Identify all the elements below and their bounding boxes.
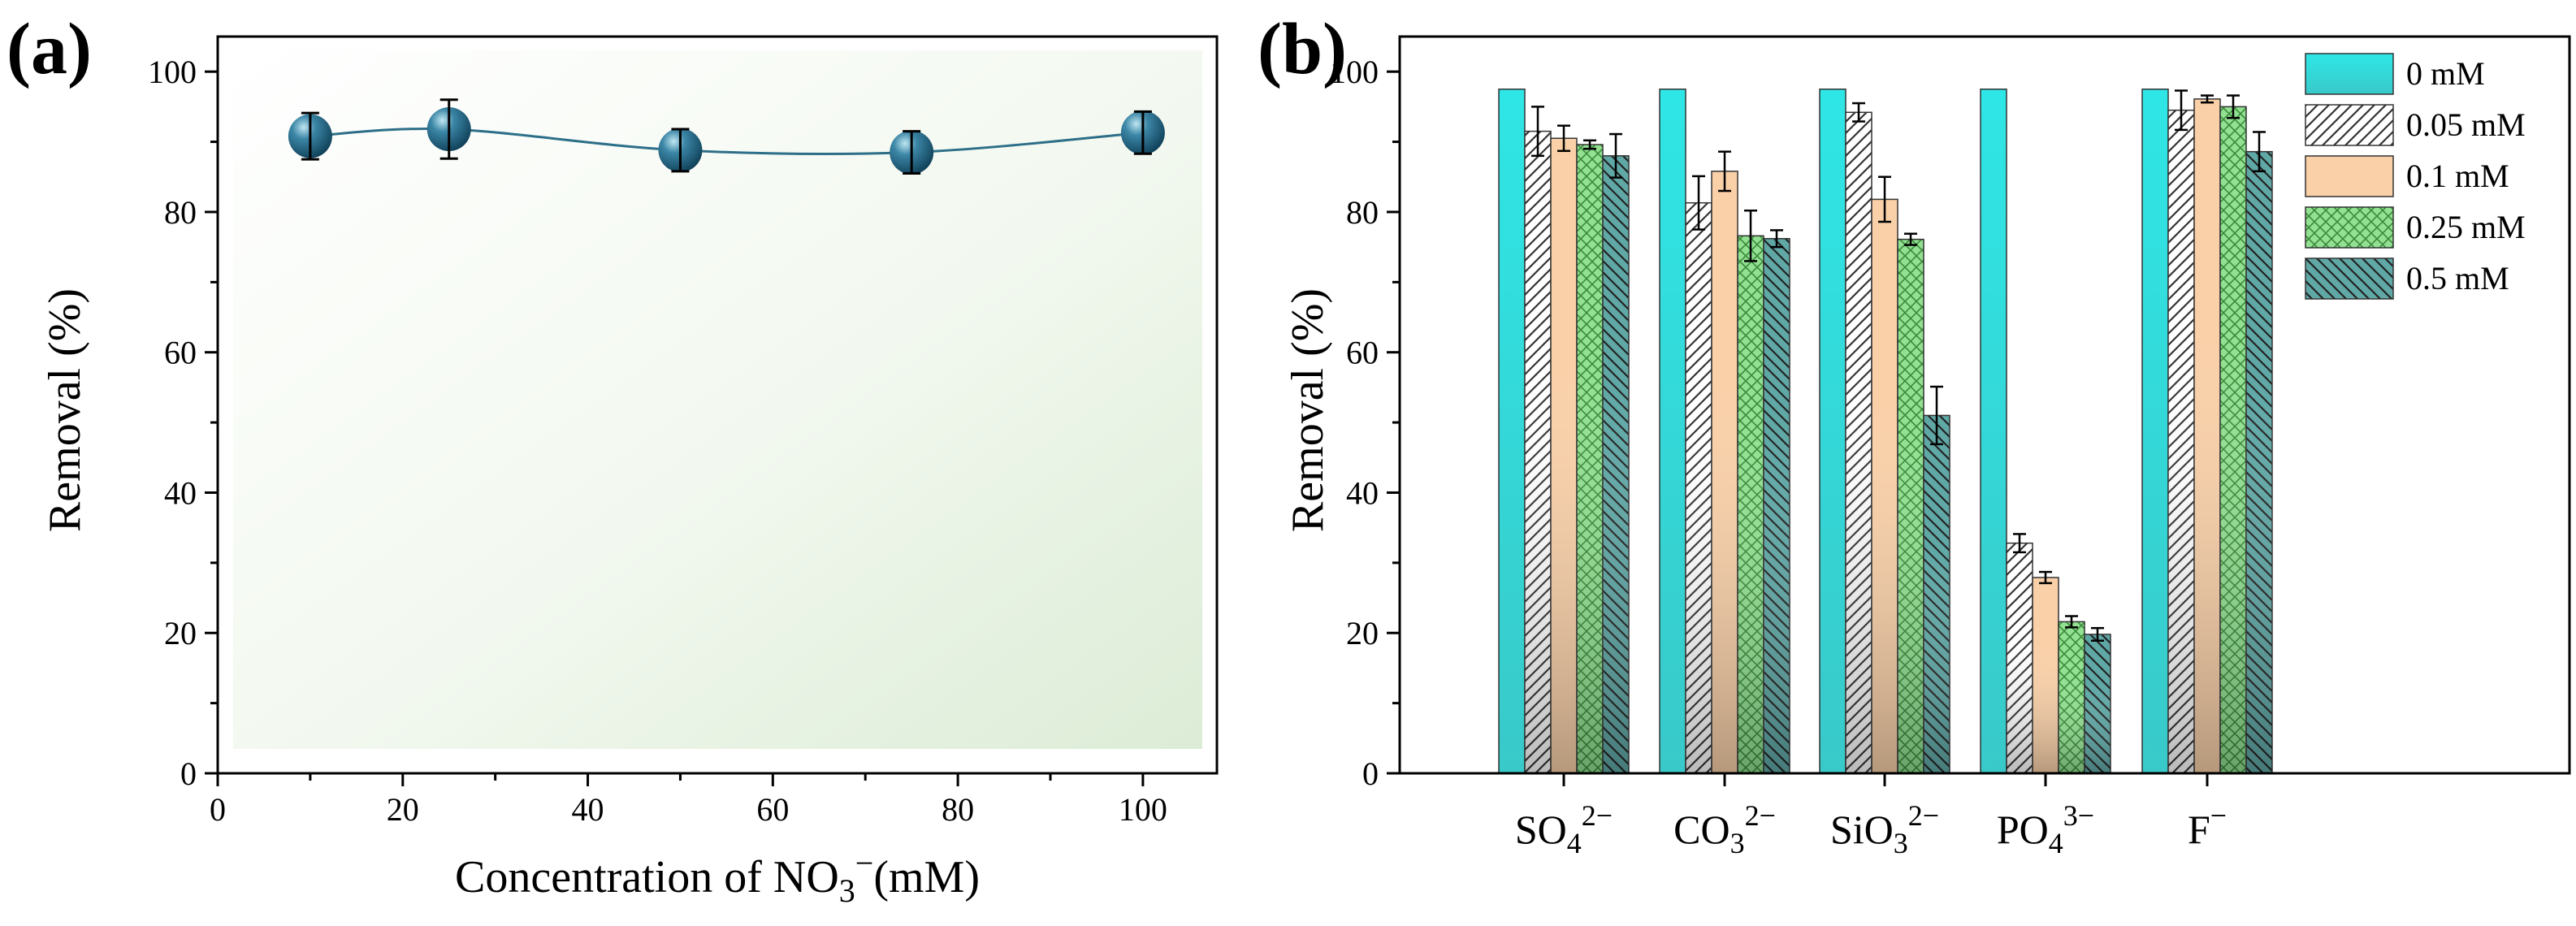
- panel-a-xlabel-sup: −: [855, 845, 874, 881]
- panel-a-marks: [288, 98, 1165, 175]
- category-sub: 4: [2049, 827, 2063, 859]
- bar-shade: [2059, 674, 2085, 773]
- bar-shade: [1686, 402, 1712, 773]
- category-label: PO43−: [1997, 799, 2094, 859]
- legend-label: 0.05 mM: [2406, 106, 2526, 143]
- category-base: F: [2188, 807, 2210, 852]
- panel-b-ticks: 0 20 40 60 80 100: [1330, 54, 2209, 792]
- category-sub: 3: [1730, 827, 1745, 859]
- x-tick-label: 80: [942, 791, 974, 828]
- y-tick-label: 40: [164, 474, 197, 511]
- bar-shade: [1846, 344, 1872, 773]
- bar-shade: [2220, 340, 2246, 773]
- y-tick-label: 0: [1362, 755, 1379, 792]
- panel-a-background: [233, 50, 1202, 749]
- y-tick-label: 60: [164, 335, 197, 371]
- panel-a-xlabel: Concentration of NO3−(mM): [455, 845, 980, 909]
- panel-a-xlabel-main: Concentration of NO: [455, 852, 839, 902]
- legend-label: 0.5 mM: [2406, 260, 2509, 296]
- category-label: F−: [2188, 799, 2227, 852]
- panel-a-xlabel-sub: 3: [839, 872, 855, 909]
- legend-swatch: [2305, 155, 2394, 197]
- category-sup: 3−: [2063, 799, 2094, 832]
- x-tick-label: 60: [756, 791, 789, 828]
- category-label: CO32−: [1673, 799, 1776, 859]
- bar-shade: [2085, 682, 2111, 773]
- panel-b-frame: [1398, 35, 2571, 775]
- x-tick-label: 40: [572, 791, 604, 828]
- panel-a-ylabel: Removal (%): [40, 288, 90, 532]
- category-sup: 2−: [1582, 799, 1613, 832]
- panel-b-ylabel: Removal (%): [1283, 288, 1333, 532]
- category-sup: −: [2210, 799, 2227, 832]
- bar-shade: [1764, 426, 1790, 773]
- bar-shade: [1924, 540, 1950, 773]
- bar-shade: [1712, 382, 1738, 773]
- category-sub: 4: [1567, 827, 1582, 859]
- legend-label: 0 mM: [2406, 55, 2485, 92]
- category-base: CO: [1673, 807, 1730, 852]
- y-tick-label: 80: [164, 194, 197, 231]
- bar-shade: [2168, 342, 2194, 773]
- category-sup: 2−: [1745, 799, 1776, 832]
- legend-swatch: [2305, 206, 2394, 249]
- category-sup: 2−: [1908, 799, 1939, 832]
- bar-shade: [1603, 371, 1629, 773]
- bar-shade: [1577, 364, 1603, 773]
- legend-swatch: [2305, 257, 2394, 300]
- panel-b-bars: [1498, 89, 2273, 774]
- category-label: SiO32−: [1830, 799, 1939, 859]
- legend-label: 0.25 mM: [2406, 209, 2526, 245]
- category-sub: 3: [1894, 827, 1908, 859]
- bar-shade: [1872, 400, 1898, 773]
- panel-b-legend: 0 mM 0.05 mM 0.1 mM 0.25 mM 0.5 mM: [2305, 53, 2526, 300]
- bar-shade: [2007, 623, 2033, 773]
- bar-shade: [2246, 369, 2272, 773]
- panel-b-plot: 0 20 40 60 80 100 0 mM 0.05 mM 0.1 mM 0.25 mM 0.5…: [1330, 35, 2571, 792]
- bar-shade: [2194, 335, 2220, 773]
- panel-a-xlabel-unit: (mM): [873, 852, 980, 902]
- panel-a-ticks: 0 20 40 60 80 100 0 20 40 60 80 100: [148, 54, 1167, 828]
- x-tick-label: 100: [1119, 791, 1167, 828]
- bar-shade: [1525, 356, 1551, 774]
- bar: [2141, 89, 2169, 774]
- panel-b-category-labels: SO42− CO32− SiO32− PO43− F−: [1515, 799, 2227, 859]
- bar-shade: [1898, 426, 1924, 773]
- y-tick-label: 40: [1346, 474, 1379, 511]
- bar: [1819, 89, 1846, 774]
- category-label: SO42−: [1515, 799, 1613, 859]
- legend-label: 0.1 mM: [2406, 158, 2509, 194]
- y-tick-label: 100: [148, 54, 197, 90]
- y-tick-label: 20: [164, 615, 197, 651]
- category-base: PO: [1997, 807, 2049, 852]
- panel-b-label: (b): [1258, 9, 1347, 89]
- panel-a-frame: [216, 35, 1219, 775]
- y-tick-label: 0: [180, 755, 197, 792]
- bar-shade: [1738, 423, 1764, 773]
- bar: [1659, 89, 1686, 774]
- panel-a-plot: 0 20 40 60 80 100 0 20 40 60 80 100: [148, 35, 1219, 828]
- category-base: SiO: [1830, 807, 1894, 852]
- panel-a-label: (a): [6, 9, 92, 89]
- x-tick-label: 0: [210, 791, 226, 828]
- y-tick-label: 60: [1346, 335, 1379, 371]
- category-base: SO: [1515, 807, 1567, 852]
- bar-shade: [1551, 360, 1577, 773]
- legend-swatch: [2305, 104, 2394, 146]
- y-tick-label: 80: [1346, 194, 1379, 231]
- bar-shade: [2033, 646, 2059, 773]
- y-tick-label: 100: [1330, 54, 1379, 90]
- bar: [1980, 89, 2007, 774]
- y-tick-label: 20: [1346, 615, 1379, 651]
- x-tick-label: 20: [387, 791, 419, 828]
- bar: [1498, 89, 1526, 774]
- legend-swatch: [2305, 53, 2394, 95]
